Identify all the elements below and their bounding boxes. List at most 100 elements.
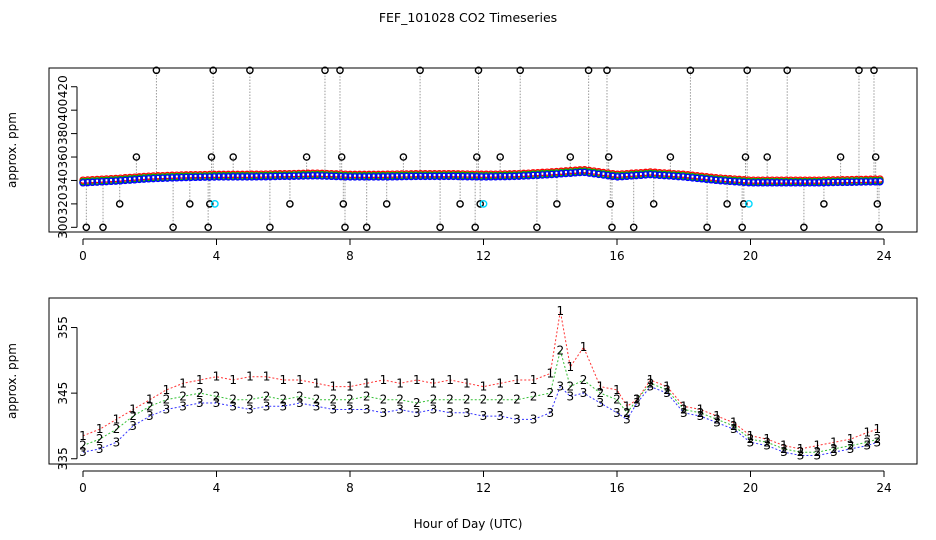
series-3-point-label: 3 [229, 399, 237, 413]
series-3-point [669, 172, 678, 180]
flagged-point [870, 66, 878, 75]
series-3-point [341, 173, 350, 181]
series-3-point [248, 173, 256, 181]
series-3-point [501, 172, 509, 181]
flagged-point [362, 223, 371, 232]
series-3-point [684, 173, 692, 182]
series-1-point-label: 1 [747, 429, 755, 443]
series-2-point-label: 2 [229, 393, 237, 407]
series-1-point-label: 1 [196, 373, 204, 387]
series-2-point-label: 2 [113, 422, 121, 436]
series-2-point-label: 2 [380, 393, 388, 407]
top-panel: approx. ppm 0 4 8 12 16 20 24 30032034036038040… [5, 66, 918, 263]
series-3-point [468, 172, 476, 181]
series-3-point [862, 178, 870, 186]
series-3-point [829, 178, 837, 187]
series-2-point-label: 2 [446, 393, 454, 407]
series-3-point [416, 172, 425, 181]
series-3-point [693, 174, 701, 183]
series-2-point-label: 2 [96, 432, 104, 446]
series-3-point [374, 173, 383, 181]
bottom-series-lines [82, 311, 878, 456]
series-3-point [173, 174, 181, 182]
x-tick-label: 8 [346, 481, 354, 495]
series-3-point-label: 3 [413, 406, 421, 420]
series-3-point [93, 178, 101, 186]
series-2-point-label: 2 [530, 389, 538, 403]
series-3-point-label: 3 [346, 403, 354, 417]
flagged-point [152, 66, 161, 75]
series-3-point [257, 172, 265, 181]
series-1-point-label: 1 [623, 399, 631, 413]
series-3-point [449, 172, 458, 181]
series-3-point-label: 3 [613, 406, 621, 420]
series-3-point [824, 178, 833, 187]
series-3-point [571, 169, 580, 177]
series-3-point [318, 172, 326, 180]
series-3-point-label: 3 [623, 412, 631, 426]
series-3-point [548, 170, 556, 179]
series-3-point [782, 179, 790, 187]
series-3-point [590, 169, 598, 178]
series-3-point [801, 179, 809, 187]
series-3-point [505, 172, 514, 181]
figure-title: FEF_101028 CO2 Timeseries [379, 10, 557, 25]
series-2-point-label: 2 [763, 435, 771, 449]
y-tick-label: 300 [56, 216, 70, 239]
series-2-point-label: 2 [463, 393, 471, 407]
series-1-point-label: 1 [697, 403, 705, 417]
series-3-point-label: 3 [163, 403, 171, 417]
x-tick-label: 4 [213, 249, 221, 263]
series-2-point-label: 2 [430, 393, 438, 407]
series-3-point [158, 174, 167, 182]
series-1-point-label: 1 [113, 412, 121, 426]
series-3-point-label: 3 [647, 380, 655, 394]
series-3-point [740, 178, 748, 187]
series-1-point-label: 1 [346, 380, 354, 394]
series-1-point-label: 1 [146, 393, 154, 407]
series-3-point [177, 173, 186, 182]
series-3-point-label: 3 [396, 403, 404, 417]
series-3-point [852, 178, 861, 186]
series-3-point [144, 175, 153, 183]
flagged-point [873, 200, 882, 208]
flagged-point [229, 153, 237, 161]
series-1-point-label: 1 [633, 393, 641, 407]
series-3-point [580, 168, 589, 177]
series-2-point-label: 2 [263, 389, 271, 403]
flagged-point [99, 223, 107, 232]
series-1-point-label: 1 [96, 422, 104, 436]
flagged-point [169, 223, 177, 232]
series-3-point [876, 177, 884, 186]
series-3-point [280, 172, 289, 181]
top-y-axis-label: approx. ppm [5, 112, 19, 188]
series-2-point-label: 2 [780, 442, 788, 456]
series-3-point [116, 177, 125, 185]
series-3-point [749, 179, 758, 187]
y-tick-label: 360 [56, 146, 70, 169]
series-1-point-label: 1 [813, 439, 821, 453]
special-point [479, 199, 488, 208]
series-3-point [412, 172, 420, 181]
series-3-point-label: 3 [296, 396, 304, 410]
series-2-point-label: 2 [680, 403, 688, 417]
flagged-point [341, 223, 349, 232]
series-3-point [83, 178, 92, 187]
series-1-point-label: 1 [873, 422, 881, 436]
flagged-point [604, 153, 613, 161]
y-tick-label: 420 [56, 75, 70, 98]
series-3-point [519, 172, 528, 180]
flagged-point [820, 200, 828, 208]
series-3-point [473, 173, 481, 181]
series-3-point [796, 179, 805, 187]
series-3-point [379, 173, 387, 181]
bottom-plot-frame [48, 297, 918, 465]
series-3-point [744, 178, 753, 187]
series-2-point-label: 2 [213, 389, 221, 403]
series-3-point [627, 172, 636, 180]
top-flag-connectors [85, 70, 880, 228]
series-3-point-label: 3 [263, 399, 271, 413]
series-3-point [440, 172, 448, 181]
series-3-point [777, 179, 786, 187]
series-3-point [716, 176, 725, 185]
